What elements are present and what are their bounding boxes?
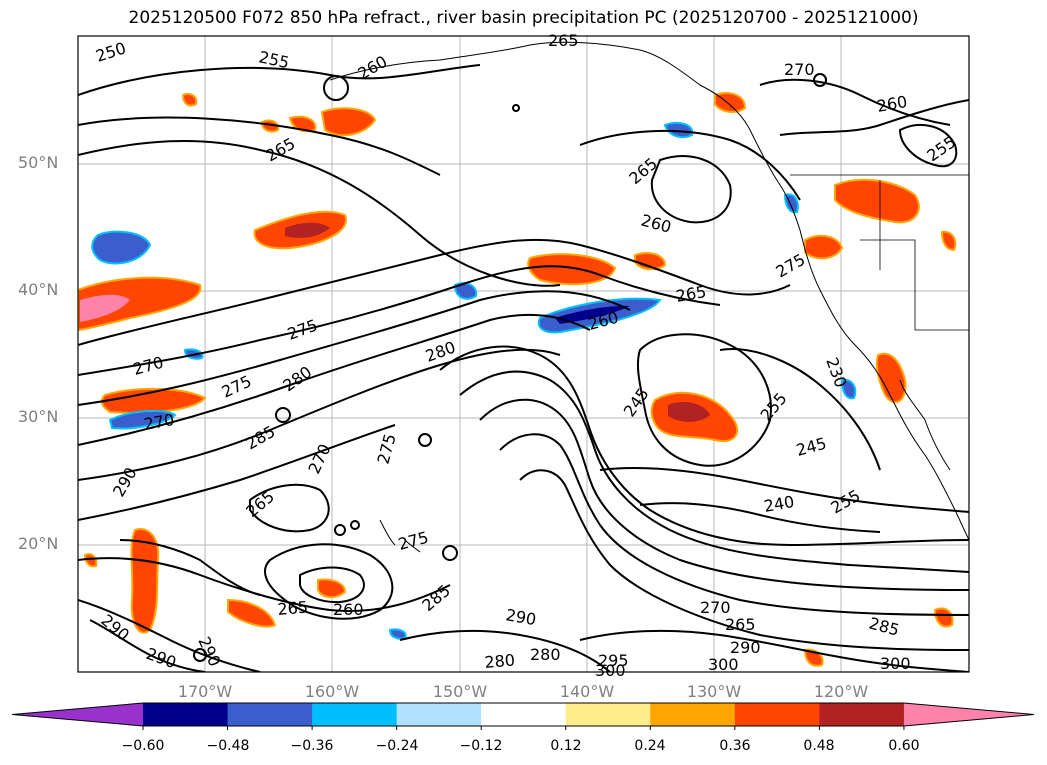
precip-positive-areas xyxy=(78,92,957,667)
lon-label: 170°W xyxy=(177,682,233,701)
contour-label: 265 xyxy=(548,31,579,50)
colorbar xyxy=(11,702,1035,730)
lat-label: 40°N xyxy=(18,280,59,299)
contour-label: 300 xyxy=(708,655,739,674)
colorbar-tick-label: 0.12 xyxy=(550,738,582,754)
colorbar-tick-label: −0.12 xyxy=(459,738,503,754)
lon-label: 130°W xyxy=(686,682,742,701)
contour-label: 295 xyxy=(598,651,629,670)
lon-label: 140°W xyxy=(559,682,615,701)
colorbar-segment xyxy=(734,703,820,726)
colorbar-segment xyxy=(481,703,567,726)
contour-label: 280 xyxy=(530,645,561,664)
refractivity-contours xyxy=(78,64,969,672)
small-contour-cells xyxy=(193,73,827,662)
contour-label: 265 xyxy=(277,597,309,619)
colorbar-tick-label: 0.48 xyxy=(803,738,835,754)
colorbar-tick-label: 0.36 xyxy=(719,738,751,754)
map-area xyxy=(78,36,969,672)
colorbar-tick-label: −0.24 xyxy=(375,738,419,754)
lat-label: 20°N xyxy=(18,534,59,553)
lat-label: 50°N xyxy=(18,153,59,172)
contour-label: 280 xyxy=(484,650,516,672)
contour-label: 265 xyxy=(725,615,756,634)
colorbar-tick-label: 0.24 xyxy=(634,738,666,754)
coastline xyxy=(329,41,969,553)
political-borders xyxy=(790,174,969,331)
colorbar-segment xyxy=(396,703,482,726)
contour-label: 270 xyxy=(784,60,815,79)
colorbar-tick-label: −0.48 xyxy=(206,738,250,754)
map-title: 2025120500 F072 850 hPa refract., river … xyxy=(128,8,919,28)
lon-label: 150°W xyxy=(432,682,488,701)
contour-label: 290 xyxy=(730,638,761,657)
colorbar-segment xyxy=(819,703,905,726)
colorbar-segment xyxy=(650,703,736,726)
colorbar-segment xyxy=(12,703,143,726)
lat-label: 30°N xyxy=(18,407,59,426)
colorbar-segment xyxy=(312,703,398,726)
contour-label: 300 xyxy=(595,661,626,680)
colorbar-segment xyxy=(143,703,229,726)
colorbar-tick-label: −0.36 xyxy=(290,738,334,754)
colorbar-segment xyxy=(565,703,651,726)
contour-label: 300 xyxy=(880,654,911,673)
contour-label: 270 xyxy=(700,598,731,617)
contour-label: 260 xyxy=(333,600,364,619)
colorbar-tick-label: −0.60 xyxy=(121,738,165,754)
colorbar-segment xyxy=(227,703,313,726)
map-frame xyxy=(77,35,970,673)
lon-label: 120°W xyxy=(813,682,869,701)
colorbar-tick-label: 0.60 xyxy=(888,738,920,754)
lon-label: 160°W xyxy=(304,682,360,701)
colorbar-segment xyxy=(903,703,1034,726)
